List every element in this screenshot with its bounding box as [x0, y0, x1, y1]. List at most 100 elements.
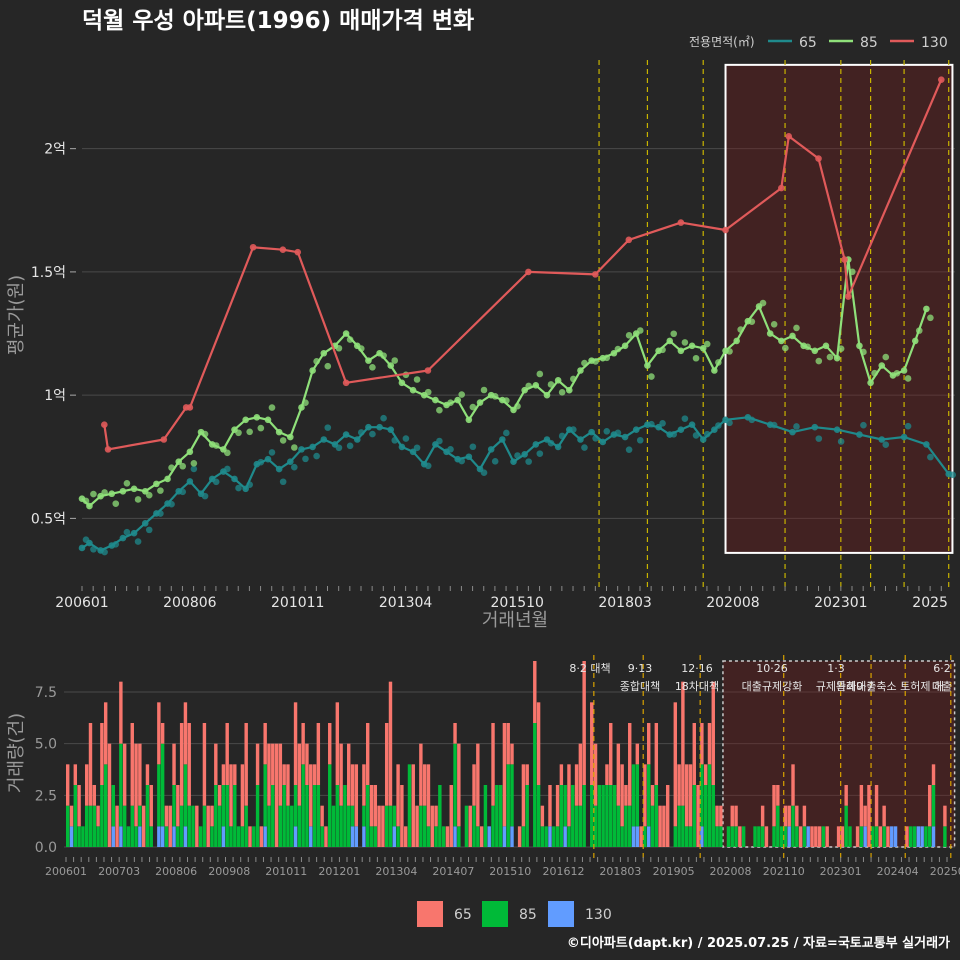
volume-bar-65: [886, 826, 890, 847]
volume-bar-85: [434, 826, 438, 847]
series-point-65: [246, 481, 253, 488]
volume-bar-130: [916, 826, 921, 847]
volume-bar-85: [347, 805, 351, 847]
series-point-85: [246, 428, 253, 436]
volume-bar-130: [890, 826, 894, 847]
volume-bar-65: [293, 702, 298, 785]
volume-bar-65: [88, 723, 93, 806]
series-point-85: [279, 437, 287, 444]
volume-x-tick-label: 200601: [45, 865, 87, 878]
volume-bar-65: [202, 723, 207, 806]
series-point-85: [320, 349, 328, 357]
volume-bar-85: [483, 785, 488, 847]
volume-bar-65: [776, 785, 780, 806]
series-point-85: [610, 349, 618, 357]
volume-bar-85: [305, 785, 309, 847]
volume-x-tick-label: 202110: [763, 865, 805, 878]
series-point-85: [387, 362, 395, 369]
volume-bar-85: [286, 805, 290, 847]
series-point-65: [369, 430, 376, 438]
series-point-85: [424, 388, 432, 396]
volume-bar-85: [271, 785, 275, 847]
series-point-85: [309, 367, 316, 374]
series-point-85: [547, 381, 555, 388]
volume-bar-65: [149, 785, 153, 827]
series-point-65: [711, 426, 718, 433]
volume-bar-85: [631, 764, 636, 827]
policy-annotation-line2: 종합대책: [620, 680, 660, 693]
series-point-65: [789, 428, 796, 436]
series-point-85: [525, 382, 532, 390]
legend-label-130: 130: [921, 35, 948, 51]
volume-bar-85: [715, 826, 719, 847]
volume-bar-85: [590, 785, 594, 847]
series-point-65: [168, 500, 175, 508]
volume-bar-65: [373, 785, 378, 827]
volume-bar-65: [787, 805, 791, 827]
volume-bar-85: [388, 805, 393, 847]
series-point-65: [279, 478, 287, 486]
volume-bar-65: [354, 764, 359, 827]
series-point-85: [275, 428, 283, 436]
series-point-65: [190, 465, 198, 473]
volume-bar-65: [798, 826, 803, 847]
volume-bar-85: [730, 826, 734, 847]
volume-bar-85: [263, 764, 267, 827]
series-point-85: [190, 459, 198, 467]
volume-bar-65: [426, 764, 431, 827]
series-point-65: [677, 426, 685, 433]
chart-title: 덕월 우성 아파트(1996) 매매가격 변화: [82, 8, 474, 34]
series-point-65: [224, 465, 231, 473]
volume-bar-130: [138, 826, 142, 847]
series-point-65: [242, 485, 249, 493]
volume-bar-85: [407, 764, 412, 847]
series-point-85: [893, 369, 901, 377]
volume-bar-85: [533, 723, 537, 847]
volume-bar-65: [100, 723, 104, 785]
series-point-85: [822, 342, 830, 350]
series-point-65: [603, 427, 611, 435]
series-point-85: [257, 424, 265, 432]
series-point-65: [231, 475, 238, 483]
volume-bar-130: [172, 826, 176, 847]
series-point-85: [648, 373, 655, 380]
volume-bar-85: [301, 764, 305, 847]
volume-bar-85: [164, 826, 169, 847]
series-point-65: [287, 458, 294, 465]
series-point-85: [436, 406, 443, 414]
series-point-85: [558, 389, 566, 396]
series-point-130: [424, 367, 432, 374]
series-point-85: [224, 449, 231, 457]
volume-bar-65: [145, 764, 150, 785]
volume-bar-65: [681, 681, 685, 806]
legend-swatch-85-bar: [482, 901, 508, 927]
volume-bar-130: [700, 826, 704, 847]
volume-bar-65: [855, 826, 860, 847]
series-point-65: [134, 538, 142, 545]
volume-bar-65: [719, 805, 723, 827]
series-point-85: [644, 362, 651, 369]
volume-bar-65: [362, 764, 366, 806]
volume-bar-85: [506, 764, 510, 847]
volume-bar-85: [267, 805, 271, 847]
volume-bar-85: [282, 785, 286, 847]
volume-bar-85: [700, 764, 704, 827]
legend-swatch-65-bar: [417, 901, 443, 927]
series-point-85: [82, 497, 90, 505]
series-point-85: [554, 377, 562, 384]
series-point-65: [387, 426, 395, 433]
series-point-85: [179, 462, 187, 470]
volume-bar-85: [757, 826, 761, 847]
series-point-65: [577, 436, 584, 443]
series-point-65: [923, 441, 930, 448]
series-point-65: [592, 435, 599, 442]
volume-bar-85: [343, 785, 347, 847]
volume-bar-65: [248, 826, 252, 847]
series-point-65: [436, 437, 443, 445]
volume-bar-65: [400, 785, 404, 847]
series-point-85: [130, 485, 138, 493]
volume-bar-85: [726, 826, 731, 847]
series-point-85: [413, 376, 421, 383]
series-point-85: [789, 332, 796, 340]
series-point-65: [621, 433, 629, 441]
